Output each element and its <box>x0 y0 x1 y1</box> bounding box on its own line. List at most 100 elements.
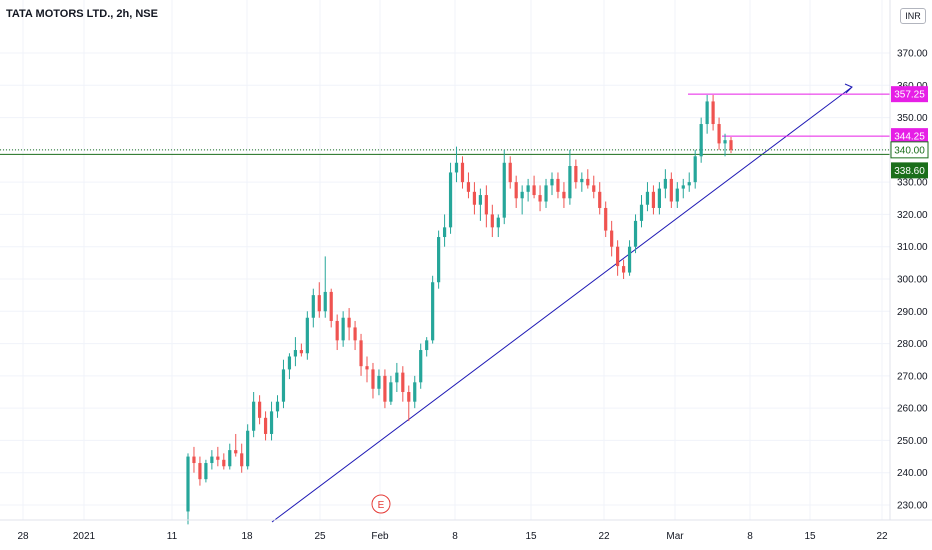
candle-body <box>621 266 626 273</box>
earnings-marker-label: E <box>378 500 385 511</box>
candle-body <box>359 340 363 367</box>
y-tick-label: 290.00 <box>897 307 928 318</box>
candle-body <box>592 185 596 192</box>
candle-body <box>681 185 685 189</box>
candle-body <box>532 185 536 196</box>
candle-body <box>508 162 512 183</box>
target-price-label-bg <box>891 86 928 103</box>
candle-body <box>347 317 351 328</box>
candle-body <box>598 191 602 208</box>
candle-body <box>293 350 298 357</box>
candle-body <box>586 178 590 186</box>
candle-body <box>442 227 447 238</box>
candlestick-series <box>186 94 733 525</box>
candle-body <box>216 456 220 460</box>
y-tick-label: 280.00 <box>897 339 928 350</box>
time-axis[interactable]: 28 2021 11 18 25 Feb 8 15 22 Mar 8 15 22 <box>0 519 932 542</box>
candle-body <box>401 372 405 392</box>
candle-body <box>502 162 506 218</box>
candle-body <box>705 101 709 125</box>
candle-body <box>520 191 524 199</box>
candle-body <box>389 382 393 402</box>
chart-title: TATA MOTORS LTD., 2h, NSE <box>6 8 158 20</box>
y-tick-label: 370.00 <box>897 49 928 60</box>
y-tick-label: 320.00 <box>897 210 928 221</box>
x-tick-label: Feb <box>371 531 389 542</box>
candle-body <box>323 291 327 312</box>
x-tick-label: 15 <box>804 531 816 542</box>
chart-grid <box>0 0 890 520</box>
candle-body <box>616 246 620 267</box>
y-tick-label: 310.00 <box>897 242 928 253</box>
y-tick-label: 350.00 <box>897 113 928 124</box>
candle-body <box>371 369 375 389</box>
x-tick-label: 18 <box>241 531 253 542</box>
y-tick-label: 260.00 <box>897 404 928 415</box>
candle-body <box>365 366 369 370</box>
candle-body <box>627 246 632 273</box>
x-tick-label: 22 <box>598 531 610 542</box>
candle-body <box>472 191 477 205</box>
candle-body <box>252 401 256 431</box>
candle-body <box>377 375 381 389</box>
last-price-label: 340.00 <box>894 145 925 156</box>
candle-body <box>281 369 286 402</box>
candle-body <box>562 191 566 199</box>
target-price-label: 344.25 <box>894 132 925 143</box>
candle-body <box>454 162 459 173</box>
candle-body <box>299 350 303 354</box>
candle-body <box>699 124 703 157</box>
x-tick-label: Mar <box>666 531 684 542</box>
candle-body <box>544 185 548 202</box>
candle-body <box>222 459 226 467</box>
target-price-label: 357.25 <box>894 90 925 101</box>
ascending-trend-line <box>271 86 853 523</box>
x-tick-label: 15 <box>525 531 537 542</box>
candle-body <box>580 178 584 183</box>
candle-body <box>431 282 435 341</box>
candle-body <box>651 191 656 208</box>
candle-body <box>490 214 494 228</box>
candle-body <box>574 166 578 183</box>
candle-body <box>275 401 280 412</box>
candle-body <box>210 456 214 464</box>
candle-body <box>240 453 244 467</box>
candle-body <box>192 456 196 464</box>
candle-body <box>341 317 345 341</box>
candle-body <box>610 230 614 247</box>
candle-body <box>711 101 715 125</box>
support-price-label: 338.60 <box>894 166 925 177</box>
candle-body <box>246 430 250 467</box>
candle-body <box>669 178 673 202</box>
candle-body <box>657 188 661 208</box>
candle-body <box>425 340 429 351</box>
candle-body <box>413 382 417 402</box>
x-tick-label: 8 <box>452 531 458 542</box>
event-markers: E <box>371 494 391 514</box>
candle-body <box>604 207 608 231</box>
candle-body <box>556 178 560 192</box>
support-price-label-bg <box>891 162 928 179</box>
last-price-label-border <box>890 141 929 159</box>
y-tick-label: 270.00 <box>897 371 928 382</box>
candle-body <box>675 188 679 202</box>
candle-body <box>317 295 321 312</box>
candle-body <box>419 350 423 383</box>
candle-body <box>269 411 274 434</box>
price-axis[interactable]: 230.00 240.00 250.00 260.00 270.00 280.00 290.… <box>889 0 929 520</box>
candle-body <box>407 392 411 402</box>
candle-body <box>484 195 488 215</box>
x-tick-label: 28 <box>17 531 29 542</box>
x-tick-label: 2021 <box>73 531 96 542</box>
candle-body <box>460 162 465 183</box>
currency-badge[interactable]: INR <box>900 8 926 24</box>
candle-body <box>687 182 691 186</box>
candle-body <box>466 182 471 192</box>
candle-body <box>633 220 638 247</box>
candle-body <box>663 178 667 189</box>
price-levels <box>0 93 890 155</box>
earnings-marker-icon[interactable] <box>371 494 391 514</box>
candle-body <box>568 166 572 199</box>
x-tick-label: 11 <box>167 531 178 542</box>
